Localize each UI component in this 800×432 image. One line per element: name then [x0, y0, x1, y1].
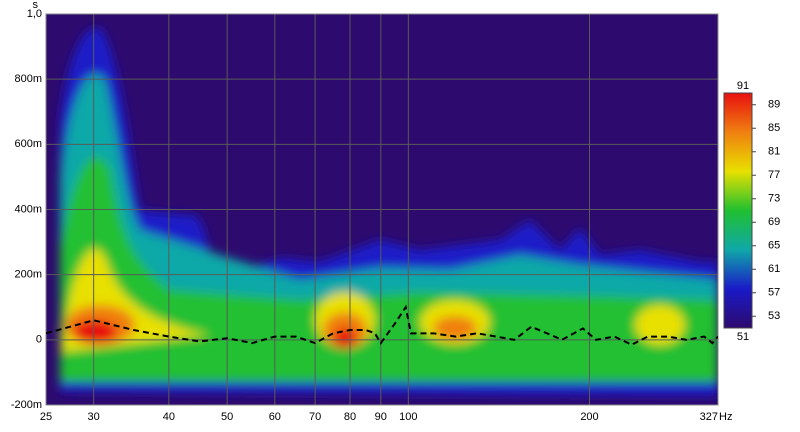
x-tick-label: 327: [700, 411, 718, 423]
x-tick-label: 90: [375, 411, 387, 423]
colorbar-tick-label: 77: [768, 169, 780, 181]
y-tick-label: 200m: [14, 269, 42, 281]
colorbar: [723, 92, 753, 329]
heatmap: [60, 27, 718, 396]
colorbar-tick-label: 61: [768, 263, 780, 275]
y-tick-label: 400m: [14, 203, 42, 215]
colorbar-max: 91: [737, 80, 749, 92]
x-tick-label: 80: [344, 411, 356, 423]
x-tick-label: 25: [40, 411, 52, 423]
y-tick-label: -200m: [11, 399, 42, 411]
colorbar-tick-label: 69: [768, 216, 780, 228]
x-tick-label: 40: [163, 411, 175, 423]
x-tick-label: 50: [221, 411, 233, 423]
heatmap-layer: [60, 156, 718, 385]
colorbar-tick-label: 65: [768, 240, 780, 252]
colorbar-tick-label: 57: [768, 287, 780, 299]
heatmap-layer: [635, 305, 685, 345]
y-tick-label: 1,0: [27, 8, 42, 20]
colorbar-tick-label: 85: [768, 122, 780, 134]
colorbar-tick-label: 81: [768, 146, 780, 158]
heatmap-layer: [60, 382, 718, 392]
x-unit: Hz: [719, 411, 732, 423]
y-tick-label: 0: [36, 334, 42, 346]
heatmap-layer: [333, 328, 357, 348]
x-tick-label: 200: [580, 411, 598, 423]
colorbar-tick-label: 89: [768, 99, 780, 111]
heatmap-layer: [73, 320, 117, 344]
x-tick-label: 60: [269, 411, 281, 423]
colorbar-tick-label: 53: [768, 310, 780, 322]
y-tick-label: 600m: [14, 138, 42, 150]
y-unit: s: [33, 0, 39, 11]
colorbar-tick-label: 73: [768, 193, 780, 205]
plot-border: [45, 13, 719, 406]
x-tick-label: 30: [88, 411, 100, 423]
y-tick-label: 800m: [14, 73, 42, 85]
peak-line: [46, 304, 718, 346]
x-tick-label: 100: [399, 411, 417, 423]
colorbar-min: 51: [737, 331, 749, 343]
x-tick-label: 70: [309, 411, 321, 423]
